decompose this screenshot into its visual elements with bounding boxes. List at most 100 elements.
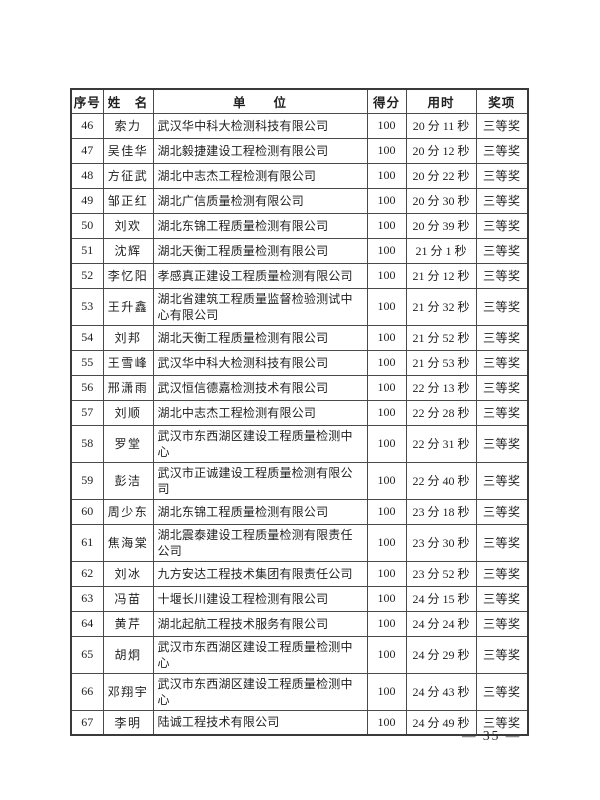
cell-award: 三等奖 [475,349,529,376]
cell-serial-number: 62 [70,560,104,587]
cell-serial-number: 66 [70,672,104,711]
cell-unit: 湖北东锦工程质量检测有限公司 [152,212,368,239]
cell-unit: 武汉市东西湖区建设工程质量检测中心 [152,424,368,463]
header-name: 姓 名 [102,88,154,114]
cell-unit: 武汉华中科大检测科技有限公司 [152,349,368,376]
cell-name: 吴佳华 [102,137,154,164]
cell-award: 三等奖 [475,324,529,351]
table-row: 60 周少东 湖北东锦工程质量检测有限公司 100 23 分 18 秒 三等奖 [70,498,529,525]
table-row: 49 邹正红 湖北广信质量检测有限公司 100 20 分 30 秒 三等奖 [70,187,529,214]
cell-serial-number: 50 [70,212,104,239]
cell-award: 三等奖 [475,262,529,289]
cell-serial-number: 61 [70,523,104,562]
cell-unit: 十堰长川建设工程检测有限公司 [152,585,368,612]
cell-score: 100 [366,137,407,164]
cell-serial-number: 65 [70,635,104,674]
cell-score: 100 [366,672,407,711]
cell-name: 王雪峰 [102,349,154,376]
cell-name: 邓翔宇 [102,672,154,711]
table-row: 66 邓翔宇 武汉市东西湖区建设工程质量检测中心 100 24 分 43 秒 三… [70,672,529,711]
cell-name: 刘冰 [102,560,154,587]
cell-award: 三等奖 [475,585,529,612]
table-row: 63 冯苗 十堰长川建设工程检测有限公司 100 24 分 15 秒 三等奖 [70,585,529,612]
table-row: 67 李明 陆诚工程技术有限公司 100 24 分 49 秒 三等奖 [70,709,529,736]
cell-name: 李忆阳 [102,262,154,289]
cell-score: 100 [366,585,407,612]
cell-serial-number: 54 [70,324,104,351]
cell-name: 沈辉 [102,237,154,264]
cell-time: 21 分 52 秒 [405,324,477,351]
cell-time: 21 分 12 秒 [405,262,477,289]
cell-award: 三等奖 [475,610,529,637]
cell-award: 三等奖 [475,560,529,587]
cell-unit: 九方安达工程技术集团有限责任公司 [152,560,368,587]
cell-unit: 陆诚工程技术有限公司 [152,709,368,736]
table-row: 47 吴佳华 湖北毅捷建设工程检测有限公司 100 20 分 12 秒 三等奖 [70,137,529,164]
cell-award: 三等奖 [475,672,529,711]
cell-award: 三等奖 [475,187,529,214]
cell-serial-number: 49 [70,187,104,214]
cell-award: 三等奖 [475,498,529,525]
cell-unit: 湖北广信质量检测有限公司 [152,187,368,214]
cell-award: 三等奖 [475,523,529,562]
cell-time: 24 分 43 秒 [405,672,477,711]
cell-score: 100 [366,560,407,587]
cell-time: 23 分 52 秒 [405,560,477,587]
cell-serial-number: 53 [70,287,104,326]
cell-time: 23 分 30 秒 [405,523,477,562]
table-row: 53 王升鑫 湖北省建筑工程质量监督检验测试中心有限公司 100 21 分 32… [70,287,529,326]
cell-time: 22 分 31 秒 [405,424,477,463]
table-row: 52 李忆阳 孝感真正建设工程质量检测有限公司 100 21 分 12 秒 三等… [70,262,529,289]
table-row: 56 邢潇雨 武汉恒信德嘉检测技术有限公司 100 22 分 13 秒 三等奖 [70,374,529,401]
cell-name: 索力 [102,112,154,139]
cell-score: 100 [366,399,407,426]
cell-score: 100 [366,237,407,264]
cell-award: 三等奖 [475,237,529,264]
cell-time: 20 分 30 秒 [405,187,477,214]
cell-name: 彭洁 [102,461,154,500]
cell-serial-number: 52 [70,262,104,289]
cell-time: 22 分 13 秒 [405,374,477,401]
cell-name: 王升鑫 [102,287,154,326]
cell-score: 100 [366,374,407,401]
cell-time: 20 分 39 秒 [405,212,477,239]
cell-serial-number: 60 [70,498,104,525]
cell-unit: 湖北东锦工程质量检测有限公司 [152,498,368,525]
header-no: 序号 [70,88,104,114]
cell-name: 周少东 [102,498,154,525]
cell-unit: 湖北中志杰工程检测有限公司 [152,399,368,426]
cell-award: 三等奖 [475,287,529,326]
cell-score: 100 [366,709,407,736]
header-time: 用时 [405,88,477,114]
header-unit: 单 位 [152,88,368,114]
cell-score: 100 [366,287,407,326]
cell-score: 100 [366,162,407,189]
cell-score: 100 [366,324,407,351]
cell-time: 22 分 40 秒 [405,461,477,500]
cell-award: 三等奖 [475,424,529,463]
table-row: 58 罗堂 武汉市东西湖区建设工程质量检测中心 100 22 分 31 秒 三等… [70,424,529,463]
cell-name: 刘欢 [102,212,154,239]
cell-serial-number: 57 [70,399,104,426]
cell-award: 三等奖 [475,212,529,239]
results-table: 序号 姓 名 单 位 得分 用时 奖项 46 索力 武汉华中科大检测科技有限公司… [70,88,529,736]
cell-time: 21 分 53 秒 [405,349,477,376]
table-row: 55 王雪峰 武汉华中科大检测科技有限公司 100 21 分 53 秒 三等奖 [70,349,529,376]
cell-time: 20 分 12 秒 [405,137,477,164]
cell-unit: 湖北天衡工程质量检测有限公司 [152,237,368,264]
cell-award: 三等奖 [475,635,529,674]
table-row: 50 刘欢 湖北东锦工程质量检测有限公司 100 20 分 39 秒 三等奖 [70,212,529,239]
cell-unit: 湖北天衡工程质量检测有限公司 [152,324,368,351]
cell-serial-number: 58 [70,424,104,463]
cell-serial-number: 47 [70,137,104,164]
cell-name: 方征武 [102,162,154,189]
cell-time: 21 分 1 秒 [405,237,477,264]
cell-award: 三等奖 [475,461,529,500]
cell-unit: 湖北起航工程技术服务有限公司 [152,610,368,637]
cell-award: 三等奖 [475,112,529,139]
cell-score: 100 [366,349,407,376]
cell-time: 22 分 28 秒 [405,399,477,426]
table-header-row: 序号 姓 名 单 位 得分 用时 奖项 [70,88,529,114]
cell-name: 焦海棠 [102,523,154,562]
